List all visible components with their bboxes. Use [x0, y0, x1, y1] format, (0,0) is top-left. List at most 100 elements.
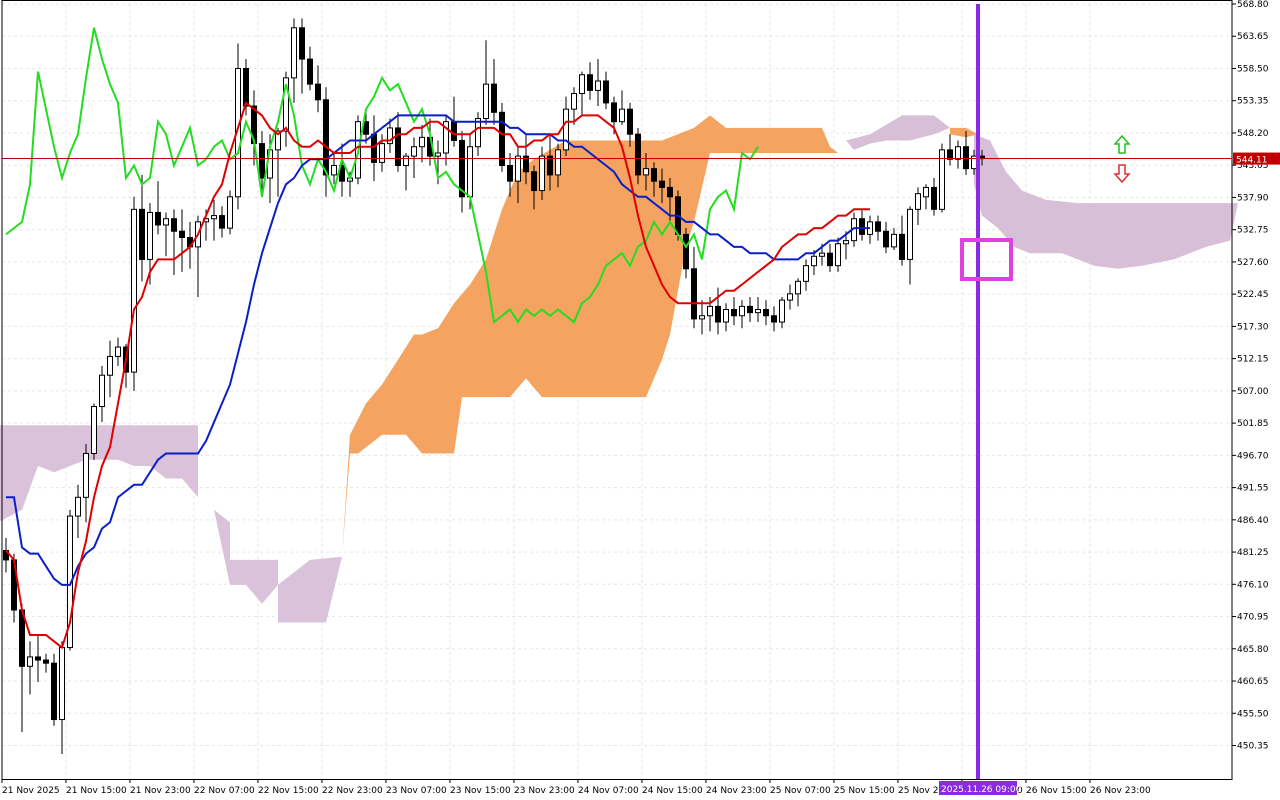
- candle-bullish[interactable]: [331, 165, 337, 176]
- candle-bearish[interactable]: [731, 308, 737, 317]
- candle-bullish[interactable]: [27, 656, 33, 667]
- candle-bullish[interactable]: [835, 243, 841, 267]
- candle-bullish[interactable]: [75, 496, 81, 517]
- candle-bearish[interactable]: [219, 215, 225, 229]
- candle-bearish[interactable]: [875, 221, 881, 232]
- candle-bullish[interactable]: [115, 346, 121, 357]
- candle-bullish[interactable]: [755, 308, 761, 314]
- candle-bearish[interactable]: [451, 121, 457, 141]
- candle-bearish[interactable]: [963, 146, 969, 170]
- candle-bullish[interactable]: [971, 155, 977, 170]
- candle-bearish[interactable]: [35, 656, 41, 661]
- candles[interactable]: [3, 18, 985, 754]
- candle-bullish[interactable]: [483, 83, 489, 120]
- candle-bullish[interactable]: [435, 152, 441, 157]
- candle-bullish[interactable]: [907, 208, 913, 260]
- candle-bullish[interactable]: [163, 218, 169, 226]
- candle-bearish[interactable]: [531, 171, 537, 192]
- candle-bearish[interactable]: [323, 99, 329, 176]
- candle-bullish[interactable]: [291, 27, 297, 79]
- candle-bullish[interactable]: [563, 108, 569, 151]
- candle-bullish[interactable]: [891, 233, 897, 248]
- candle-bullish[interactable]: [283, 77, 289, 132]
- candle-bearish[interactable]: [139, 208, 145, 260]
- candle-bullish[interactable]: [939, 149, 945, 210]
- candle-bullish[interactable]: [923, 186, 929, 198]
- candle-bullish[interactable]: [707, 305, 713, 317]
- time-axis[interactable]: 21 Nov 2025 21 Nov 15:00 21 Nov 23:00 22 No…: [1, 779, 1151, 796]
- candle-bullish[interactable]: [275, 130, 281, 151]
- candle-bearish[interactable]: [635, 133, 641, 176]
- candle-bullish[interactable]: [595, 80, 601, 91]
- candle-bullish[interactable]: [515, 155, 521, 182]
- candle-bullish[interactable]: [539, 155, 545, 192]
- candle-bearish[interactable]: [771, 315, 777, 323]
- candle-bullish[interactable]: [795, 280, 801, 295]
- candle-bullish[interactable]: [475, 118, 481, 148]
- candle-bullish[interactable]: [59, 647, 65, 721]
- candle-bearish[interactable]: [315, 83, 321, 101]
- candle-bullish[interactable]: [467, 146, 473, 198]
- candle-bullish[interactable]: [131, 208, 137, 373]
- candle-bearish[interactable]: [499, 111, 505, 167]
- candle-bearish[interactable]: [651, 168, 657, 182]
- candle-bearish[interactable]: [691, 268, 697, 320]
- candle-bearish[interactable]: [43, 659, 49, 664]
- candle-bullish[interactable]: [955, 146, 961, 160]
- candle-bearish[interactable]: [683, 233, 689, 270]
- candle-bullish[interactable]: [643, 168, 649, 176]
- candle-bullish[interactable]: [787, 293, 793, 301]
- candle-bullish[interactable]: [99, 374, 105, 408]
- candle-bullish[interactable]: [579, 74, 585, 95]
- candle-bearish[interactable]: [859, 218, 865, 235]
- candle-bearish[interactable]: [659, 180, 665, 188]
- candle-bullish[interactable]: [739, 305, 745, 317]
- candle-bearish[interactable]: [883, 230, 889, 248]
- candle-bearish[interactable]: [587, 74, 593, 91]
- candle-bearish[interactable]: [763, 308, 769, 317]
- price-axis[interactable]: 568.80 563.65 558.50 553.35 548.20 543.05 537.…: [1232, 0, 1280, 752]
- candle-bullish[interactable]: [699, 315, 705, 320]
- candle-bearish[interactable]: [507, 165, 513, 182]
- candle-bullish[interactable]: [819, 252, 825, 257]
- candle-bullish[interactable]: [619, 108, 625, 123]
- candle-bearish[interactable]: [611, 102, 617, 123]
- candle-bullish[interactable]: [387, 127, 393, 145]
- candle-bullish[interactable]: [83, 452, 89, 498]
- candle-bullish[interactable]: [811, 255, 817, 267]
- candle-bearish[interactable]: [243, 67, 249, 107]
- candle-bullish[interactable]: [443, 121, 449, 154]
- candle-bearish[interactable]: [715, 305, 721, 323]
- candle-bearish[interactable]: [51, 662, 57, 721]
- candle-bearish[interactable]: [547, 155, 553, 176]
- candle-bullish[interactable]: [571, 93, 577, 110]
- candle-bearish[interactable]: [931, 186, 937, 210]
- candle-bullish[interactable]: [147, 211, 153, 260]
- candle-bearish[interactable]: [395, 127, 401, 167]
- candle-bearish[interactable]: [307, 58, 313, 85]
- candle-bullish[interactable]: [779, 299, 785, 323]
- candle-bullish[interactable]: [915, 193, 921, 210]
- candle-bullish[interactable]: [843, 240, 849, 245]
- candle-bearish[interactable]: [667, 186, 673, 198]
- candle-bearish[interactable]: [827, 252, 833, 267]
- candle-bullish[interactable]: [227, 196, 233, 229]
- candle-bearish[interactable]: [155, 211, 161, 226]
- candle-bearish[interactable]: [339, 165, 345, 182]
- candle-bearish[interactable]: [747, 305, 753, 314]
- candle-bearish[interactable]: [491, 83, 497, 113]
- candle-bearish[interactable]: [179, 230, 185, 239]
- candle-bearish[interactable]: [627, 108, 633, 135]
- candle-bearish[interactable]: [459, 139, 465, 198]
- candle-bullish[interactable]: [723, 308, 729, 323]
- candle-bearish[interactable]: [523, 155, 529, 173]
- candle-bullish[interactable]: [91, 406, 97, 454]
- candle-bullish[interactable]: [803, 265, 809, 282]
- candle-bullish[interactable]: [419, 136, 425, 148]
- candle-bullish[interactable]: [411, 146, 417, 157]
- candle-bearish[interactable]: [171, 218, 177, 232]
- candle-bullish[interactable]: [67, 515, 73, 649]
- candle-bearish[interactable]: [603, 80, 609, 104]
- candle-bearish[interactable]: [899, 233, 905, 260]
- candle-bullish[interactable]: [403, 155, 409, 167]
